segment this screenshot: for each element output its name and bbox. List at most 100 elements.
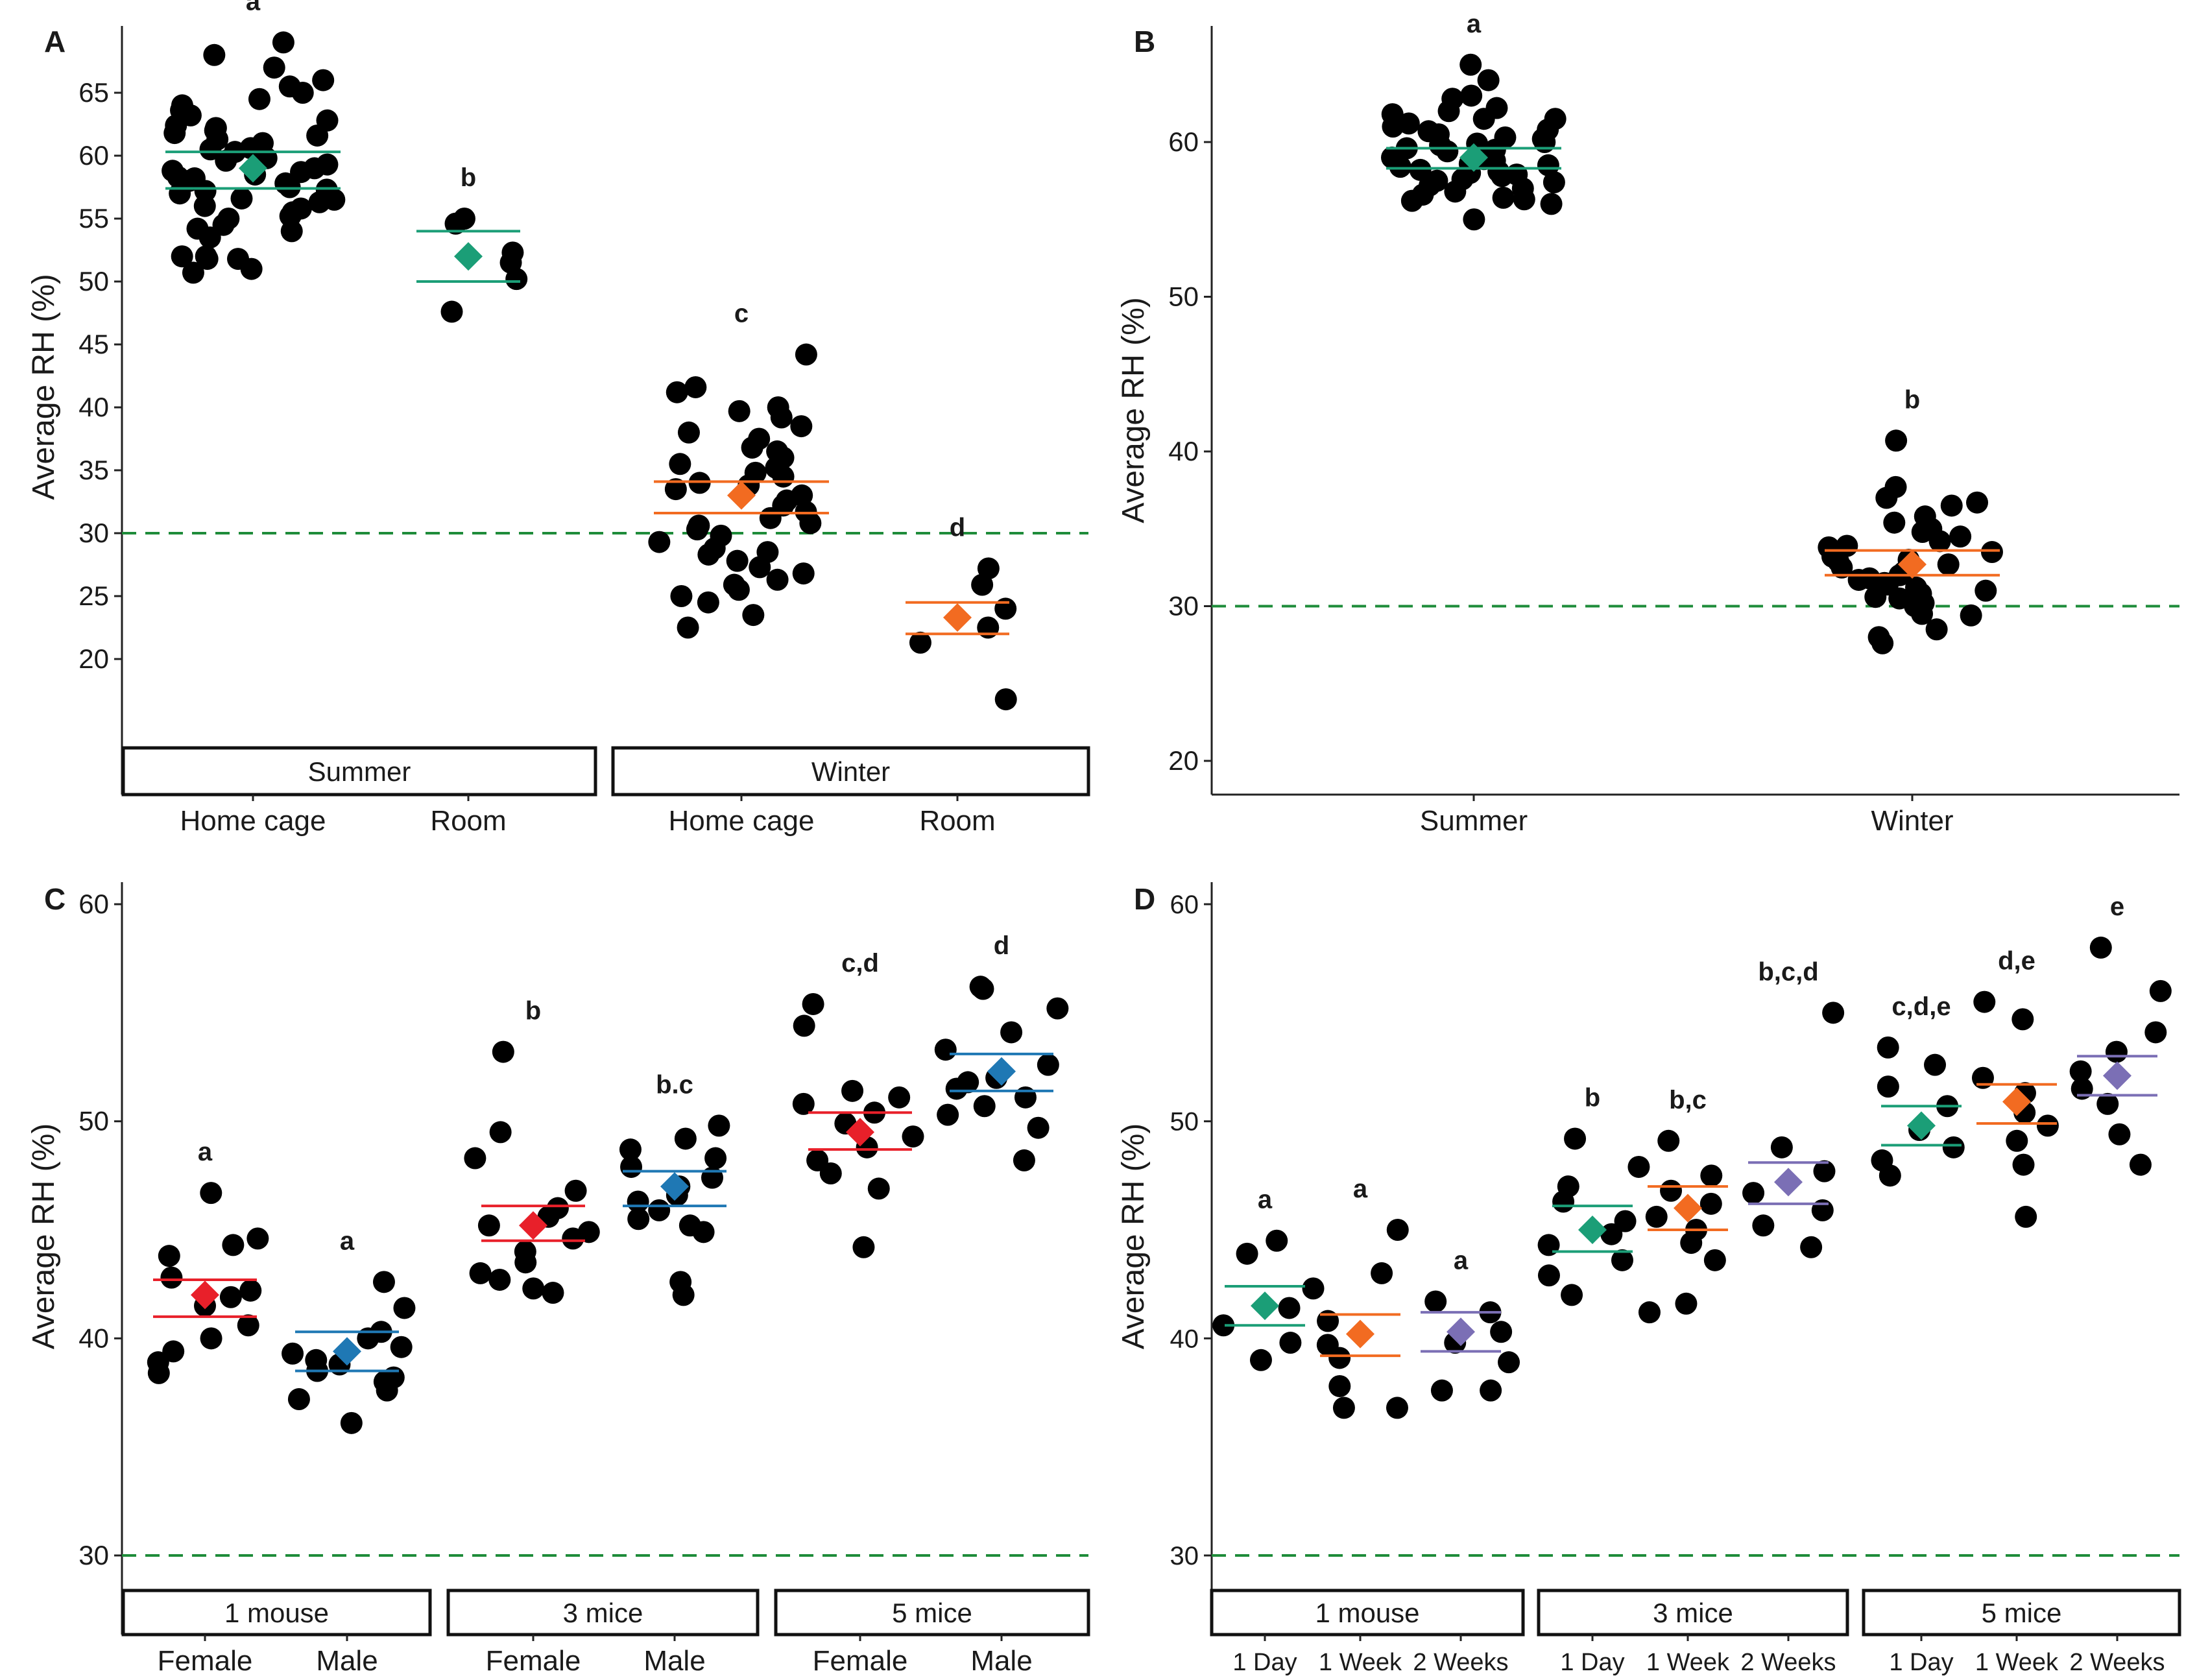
data-point xyxy=(1877,1075,1899,1098)
group: c,d,e 1 Day xyxy=(1871,992,1965,1676)
data-point xyxy=(792,562,815,585)
data-point xyxy=(672,1284,695,1306)
data-point xyxy=(1460,84,1483,107)
data-point xyxy=(2069,1060,2092,1083)
data-point xyxy=(160,1266,183,1289)
data-point xyxy=(469,1262,492,1284)
data-point xyxy=(316,153,339,176)
y-tick-label: 60 xyxy=(1170,891,1199,919)
data-point xyxy=(290,161,313,184)
data-point xyxy=(2096,1092,2119,1115)
data-point xyxy=(909,631,931,654)
facet-strip xyxy=(446,1589,760,1637)
data-point xyxy=(340,1411,363,1434)
y-tick-label: 35 xyxy=(78,455,109,485)
group: d,e 1 Week xyxy=(1971,947,2059,1676)
y-axis-label: Average RH (%) xyxy=(27,274,61,500)
data-point xyxy=(1506,163,1528,186)
y-tick-label: 50 xyxy=(78,1106,109,1136)
data-point xyxy=(792,1092,815,1115)
data-point xyxy=(230,187,253,210)
data-point xyxy=(994,688,1017,711)
data-point xyxy=(1386,1397,1408,1419)
data-point xyxy=(1236,1242,1258,1265)
x-tick-label: 1 Week xyxy=(1319,1649,1402,1676)
significance-letter: b xyxy=(1585,1083,1600,1112)
data-point xyxy=(697,591,719,614)
data-point xyxy=(1877,1036,1899,1059)
group: d Male xyxy=(934,931,1069,1677)
data-point xyxy=(240,258,263,280)
data-point xyxy=(505,268,528,291)
y-tick-label: 65 xyxy=(78,77,109,108)
data-point xyxy=(1424,1290,1447,1313)
x-tick-label: Room xyxy=(919,805,995,837)
data-point xyxy=(162,160,184,182)
y-tick-label: 60 xyxy=(1168,126,1199,157)
data-point xyxy=(376,1379,398,1402)
data-point xyxy=(692,1221,715,1243)
data-point xyxy=(1477,69,1500,91)
data-point xyxy=(1752,1214,1775,1237)
x-tick-label: 2 Weeks xyxy=(1413,1649,1508,1676)
significance-letter: a xyxy=(1467,10,1482,38)
data-point xyxy=(795,343,817,366)
y-tick-label: 25 xyxy=(78,581,109,611)
data-point xyxy=(1472,108,1495,130)
facet-label: 3 mice xyxy=(1653,1598,1733,1628)
group: b.c Male xyxy=(619,1070,730,1677)
x-tick-label: Room xyxy=(430,805,506,837)
y-tick-label: 30 xyxy=(1168,591,1199,621)
significance-letter: c xyxy=(734,300,749,328)
data-point xyxy=(542,1282,564,1304)
x-tick-label: 1 Day xyxy=(1889,1649,1953,1676)
data-point xyxy=(934,1038,957,1061)
mean-marker xyxy=(2002,1087,2031,1116)
mean-marker xyxy=(1898,550,1927,579)
data-point xyxy=(1426,169,1448,192)
data-point xyxy=(1480,1379,1502,1402)
data-point xyxy=(1973,990,1996,1013)
data-point xyxy=(182,261,204,284)
data-point xyxy=(1975,579,1997,602)
data-point xyxy=(1928,530,1951,553)
data-point xyxy=(272,31,294,54)
mean-marker xyxy=(1774,1168,1803,1197)
data-point xyxy=(1212,1314,1235,1337)
significance-letter: d,e xyxy=(1998,947,2035,976)
data-point xyxy=(867,1177,890,1200)
data-point xyxy=(704,1147,727,1170)
data-point xyxy=(770,406,793,429)
data-point xyxy=(666,381,688,403)
data-point xyxy=(972,978,994,1000)
data-point xyxy=(852,1236,875,1258)
data-point xyxy=(196,248,219,270)
data-point xyxy=(742,604,765,627)
data-point xyxy=(1942,1136,1965,1158)
data-point xyxy=(726,549,749,572)
mean-marker xyxy=(1907,1111,1936,1140)
data-point xyxy=(1278,1297,1301,1319)
mean-marker xyxy=(660,1172,689,1201)
data-point xyxy=(1822,1002,1845,1024)
data-point xyxy=(1382,115,1404,138)
data-point xyxy=(239,1279,262,1302)
data-point xyxy=(1627,1155,1650,1178)
data-point xyxy=(477,1214,500,1237)
data-point xyxy=(492,1040,514,1063)
data-point xyxy=(1885,429,1908,452)
significance-letter: a xyxy=(246,0,261,16)
mean-marker xyxy=(846,1118,874,1147)
data-point xyxy=(802,992,824,1015)
data-point xyxy=(1328,1374,1351,1397)
x-tick-label: Winter xyxy=(1871,805,1953,837)
y-axis-label: Average RH (%) xyxy=(1116,1123,1151,1350)
significance-letter: a xyxy=(1353,1175,1368,1203)
x-tick-label: Male xyxy=(970,1645,1032,1677)
data-point xyxy=(819,1162,842,1184)
data-point xyxy=(522,1277,545,1300)
panel-d: D 30 40 50 60 Average RH (%) 1 mouse 3 mice 5 mi… xyxy=(1116,882,2181,1676)
mean-marker xyxy=(1346,1319,1375,1349)
group: b Winter xyxy=(1818,385,2003,837)
data-point xyxy=(1513,188,1535,211)
